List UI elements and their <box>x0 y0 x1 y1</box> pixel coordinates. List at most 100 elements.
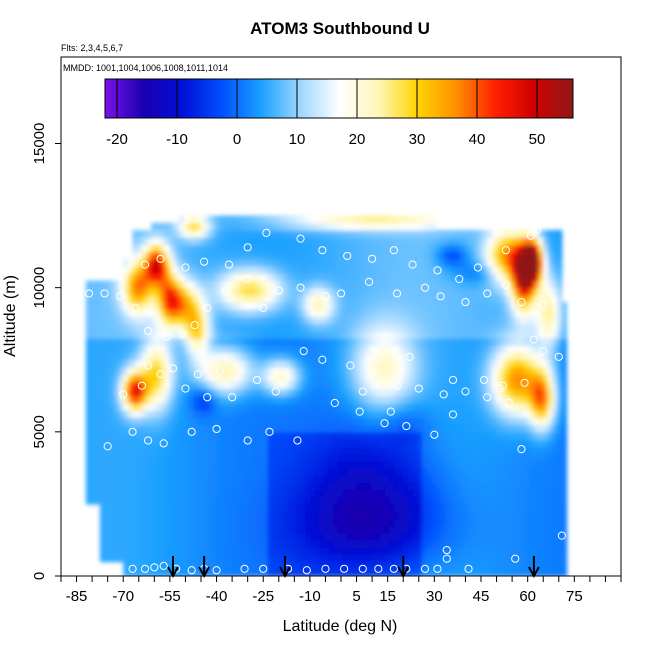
observation-point <box>358 387 367 396</box>
observation-point <box>321 292 330 301</box>
observation-point <box>336 289 346 298</box>
colorbar-tick-label: 20 <box>349 131 366 148</box>
y-tick-label: 5000 <box>31 415 48 448</box>
observation-point <box>228 393 237 402</box>
observation-point <box>420 564 430 573</box>
observation-point <box>511 554 520 563</box>
y-tick-label: 0 <box>31 572 48 580</box>
colorbar-tick-label: 0 <box>233 131 241 148</box>
observation-point <box>252 375 262 385</box>
observation-point <box>150 563 159 572</box>
observation-point <box>212 566 221 575</box>
observation-point <box>159 561 168 571</box>
observation-point <box>128 427 137 436</box>
observation-point <box>156 370 165 379</box>
observation-point <box>262 228 271 237</box>
x-axis-label: Latitude (deg N) <box>283 618 398 635</box>
observation-point <box>501 280 510 289</box>
observation-point <box>532 225 542 235</box>
observation-point <box>100 289 109 298</box>
observation-point <box>495 384 504 393</box>
observation-point <box>461 297 470 307</box>
observation-point <box>368 254 377 263</box>
y-axis-label: Altitude (m) <box>2 275 19 357</box>
x-tick-label: -25 <box>252 588 274 605</box>
observation-point <box>212 424 221 434</box>
observation-point <box>119 390 128 399</box>
observation-point <box>181 384 190 393</box>
observation-point <box>203 393 212 402</box>
observation-point <box>461 387 470 396</box>
observation-point <box>483 289 492 298</box>
observation-point <box>420 283 430 292</box>
x-tick-label: 30 <box>426 588 443 605</box>
observation-point <box>346 361 355 370</box>
observation-point <box>442 554 451 563</box>
observation-points <box>84 225 566 575</box>
observation-point <box>464 564 473 573</box>
observation-point <box>187 427 196 436</box>
observation-point <box>156 254 165 263</box>
observation-point <box>243 243 252 252</box>
observation-point <box>181 263 190 272</box>
dates-subtitle: MMDD: 1001,1004,1006,1008,1011,1014 <box>63 63 228 73</box>
observation-point <box>374 352 383 361</box>
observation-point <box>504 398 514 408</box>
observation-point <box>178 329 187 338</box>
observation-point <box>442 545 451 555</box>
observation-point <box>293 436 302 445</box>
chart-title: ATOM3 Southbound U <box>250 19 430 38</box>
observation-point <box>187 566 196 575</box>
observation-point <box>296 283 305 292</box>
observation-point <box>430 430 439 439</box>
observation-point <box>529 335 538 344</box>
observation-point <box>193 370 202 379</box>
x-tick-label: -55 <box>159 588 181 605</box>
colorbar-ticks: -20 -10 0 10 20 30 40 50 <box>106 79 545 148</box>
observation-point <box>140 564 150 573</box>
observation-point <box>302 566 311 575</box>
observation-point <box>526 231 535 240</box>
observation-point <box>358 564 367 573</box>
observation-point <box>224 260 234 269</box>
observation-point <box>274 286 283 295</box>
x-tick-label: -40 <box>206 588 228 605</box>
observation-point <box>455 274 464 284</box>
observation-point <box>318 246 327 255</box>
x-tick-label: 15 <box>379 588 396 605</box>
observation-point <box>144 361 153 370</box>
colorbar <box>104 78 574 119</box>
observation-point <box>203 303 212 312</box>
observation-point <box>296 234 305 243</box>
observation-point <box>200 257 209 266</box>
y-axis: 0 5000 10000 15000 <box>31 123 61 580</box>
observation-point <box>355 407 364 416</box>
observation-point <box>299 347 308 356</box>
x-tick-label: -10 <box>299 588 321 605</box>
observation-point <box>408 260 417 269</box>
observation-point <box>386 407 395 416</box>
observation-point <box>243 274 252 284</box>
observation-point <box>480 375 489 385</box>
observation-point <box>554 352 563 361</box>
observation-point <box>343 251 352 261</box>
x-tick-label: -70 <box>112 588 134 605</box>
observation-point <box>517 297 526 307</box>
observation-point <box>190 321 199 330</box>
colorbar-tick-label: 40 <box>469 131 486 148</box>
observation-point <box>501 246 510 255</box>
heatmap-field <box>85 215 568 576</box>
observation-point <box>368 367 377 376</box>
x-tick-label: -85 <box>66 588 88 605</box>
observation-point <box>131 303 140 312</box>
observation-point <box>116 292 125 301</box>
observation-point <box>140 260 150 269</box>
observation-point <box>433 266 442 275</box>
observation-point <box>402 421 411 431</box>
observation-point <box>436 292 445 301</box>
observation-point <box>439 390 448 399</box>
x-tick-label: 5 <box>352 588 360 605</box>
colorbar-tick-label: 30 <box>409 131 426 148</box>
observation-point <box>557 531 566 540</box>
observation-point <box>318 355 327 364</box>
